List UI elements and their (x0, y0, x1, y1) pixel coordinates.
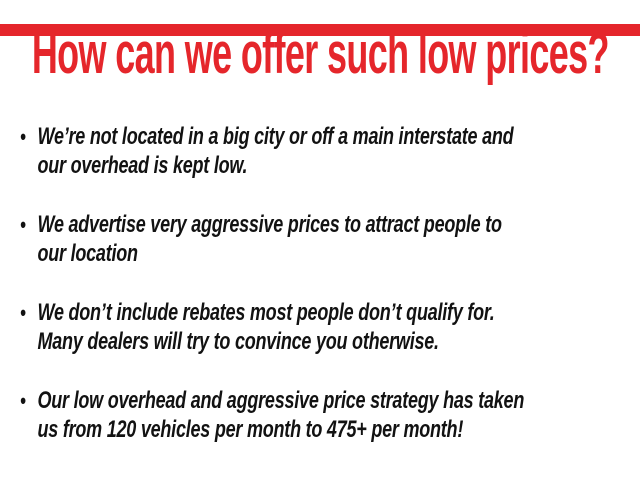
bullet-line: Many dealers will try to convince you ot… (37, 328, 440, 355)
bullet-icon: • (20, 212, 26, 237)
bullet-line: We’re not located in a big city or off a… (37, 123, 514, 150)
bullet-line: us from 120 vehicles per month to 475+ p… (37, 416, 464, 443)
bullet-icon: • (20, 124, 26, 149)
bullet-line: We don’t include rebates most people don… (37, 299, 495, 326)
page-title: How can we offer such low prices? (31, 21, 609, 86)
top-accent-bar (0, 24, 640, 36)
list-item: • We don’t include rebates most people d… (0, 298, 495, 356)
title-container: How can we offer such low prices? (0, 24, 640, 84)
list-item: • We advertise very aggressive prices to… (0, 210, 502, 268)
bullet-icon: • (20, 388, 26, 413)
bullet-line: our overhead is kept low. (37, 152, 248, 179)
list-item: • We’re not located in a big city or off… (0, 122, 514, 180)
list-item: • Our low overhead and aggressive price … (0, 386, 525, 444)
bullet-icon: • (20, 300, 26, 325)
slide: How can we offer such low prices? • We’r… (0, 24, 640, 480)
bullet-line: Our low overhead and aggressive price st… (37, 387, 525, 414)
bullet-line: We advertise very aggressive prices to a… (37, 211, 502, 238)
bullet-line: our location (37, 240, 139, 267)
bullet-list: • We’re not located in a big city or off… (0, 122, 640, 444)
